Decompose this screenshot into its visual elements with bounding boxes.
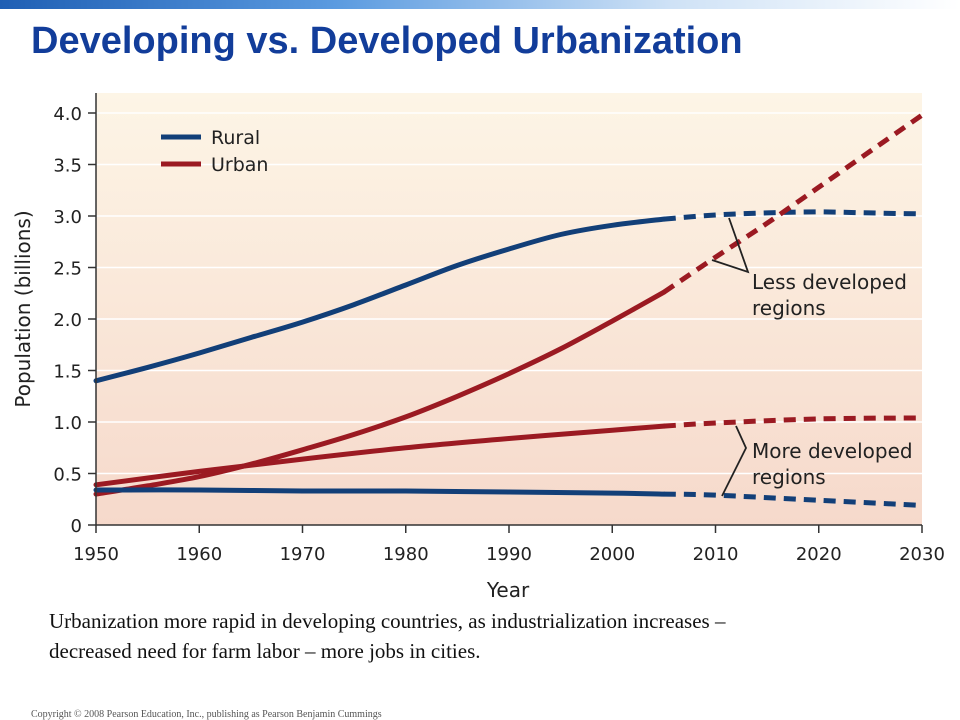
series-urban-less-developed-line <box>93 289 667 497</box>
annotation-label: Less developed <box>752 270 907 294</box>
y-tick-label: 1.5 <box>53 362 82 383</box>
y-tick-label: 2.0 <box>53 310 82 331</box>
series-rural-more-developed-line <box>93 487 667 497</box>
series-rural-more-developed-projection <box>663 491 923 508</box>
series-rural-less-developed-line <box>93 216 667 384</box>
axes: 0 0.5 1.0 1.5 2.0 2.5 3.0 3.5 4.0 1950 1960 1970 198… <box>11 93 945 600</box>
annotation-label: More developed <box>752 439 913 463</box>
x-tick-label: 1990 <box>486 544 532 565</box>
copyright-notice: Copyright © 2008 Pearson Education, Inc.… <box>31 709 382 720</box>
legend: Rural Urban <box>161 127 268 176</box>
urbanization-chart: 0 0.5 1.0 1.5 2.0 2.5 3.0 3.5 4.0 1950 1960 1970 198… <box>11 93 945 600</box>
y-tick-label: 4.0 <box>53 104 82 125</box>
series-rural-less-developed-projection <box>663 209 923 222</box>
y-axis-title: Population (billions) <box>11 210 35 407</box>
x-tick-label: 1980 <box>383 544 429 565</box>
title-accent-bar <box>0 0 960 9</box>
slide-title: Developing vs. Developed Urbanization <box>31 20 743 62</box>
x-tick-label: 1970 <box>280 544 326 565</box>
x-tick-label: 2010 <box>693 544 739 565</box>
series-urban-more-developed-line <box>93 423 667 488</box>
annotation-label: regions <box>752 465 826 489</box>
series-urban-more-developed-projection <box>663 415 923 429</box>
x-tick-label: 1960 <box>176 544 222 565</box>
x-tick-label: 1950 <box>73 544 119 565</box>
x-axis-title: Year <box>486 578 530 600</box>
x-tick-label: 2000 <box>589 544 635 565</box>
y-tick-label: 0.5 <box>53 465 82 486</box>
caption-line-1: Urbanization more rapid in developing co… <box>49 609 726 633</box>
y-tick-label: 2.5 <box>53 259 82 280</box>
legend-label-rural: Rural <box>211 127 260 149</box>
caption-line-2: decreased need for farm labor – more job… <box>49 639 481 663</box>
series-lines <box>93 113 924 508</box>
y-tick-label: 1.0 <box>53 413 82 434</box>
y-tick-label: 0 <box>71 516 82 537</box>
y-tick-label: 3.0 <box>53 207 82 228</box>
gridlines <box>96 112 922 475</box>
x-tick-label: 2020 <box>796 544 842 565</box>
annotation-label: regions <box>752 296 826 320</box>
legend-label-urban: Urban <box>211 154 268 176</box>
x-tick-label: 2030 <box>899 544 945 565</box>
callout-pointer <box>721 425 747 497</box>
y-tick-label: 3.5 <box>53 156 82 177</box>
slide-caption: Urbanization more rapid in developing co… <box>49 606 929 666</box>
callout-pointer <box>711 217 750 274</box>
